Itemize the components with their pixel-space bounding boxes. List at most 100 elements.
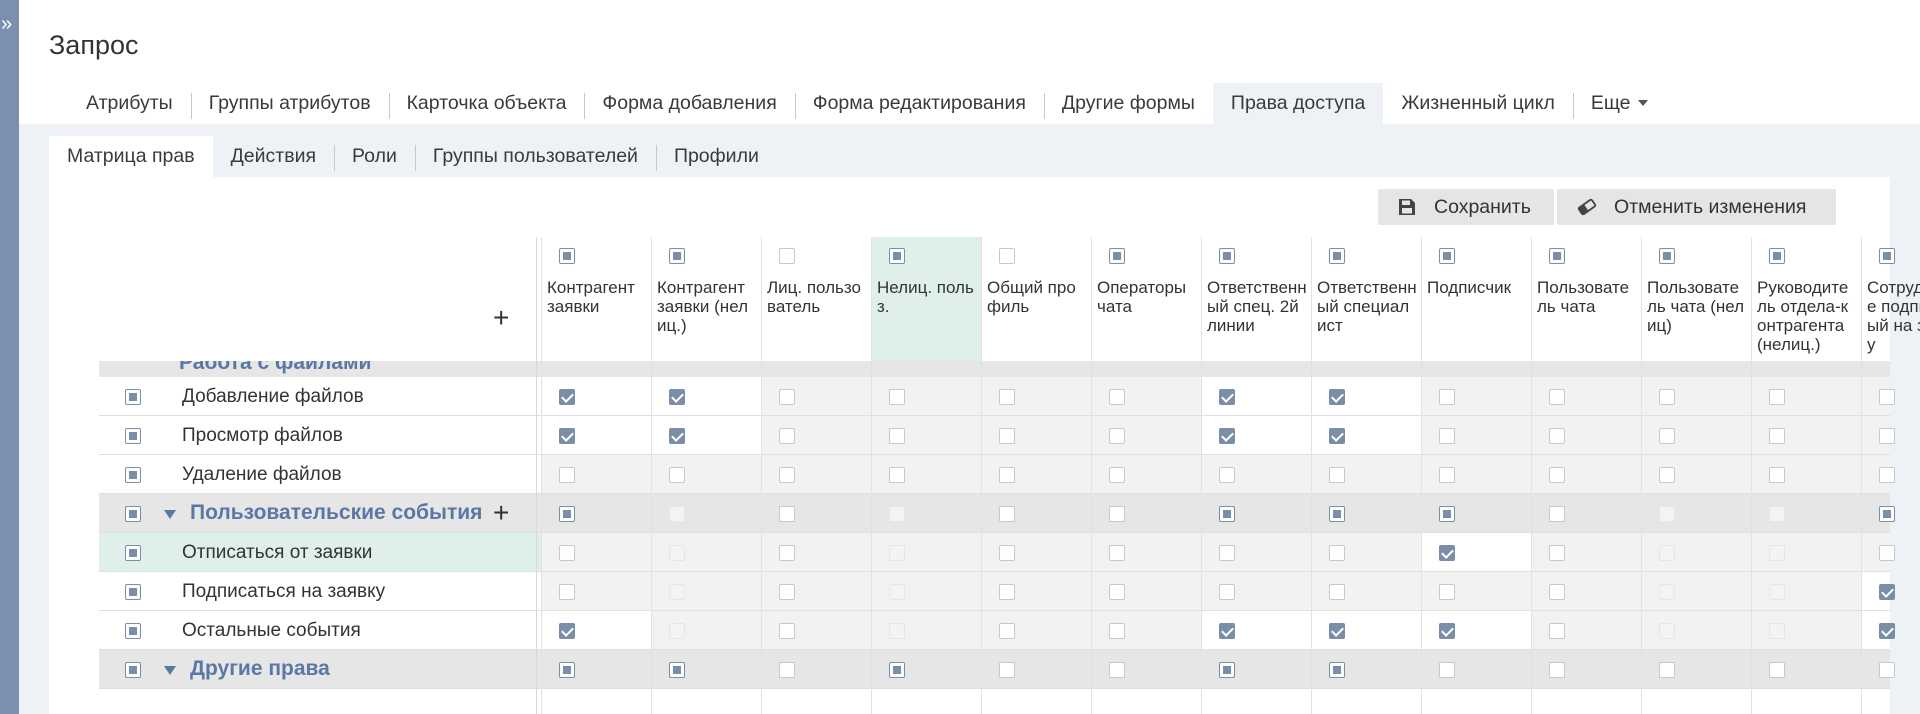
cell-checkbox[interactable] xyxy=(779,389,795,405)
cell-checkbox[interactable] xyxy=(1219,467,1235,483)
cell-checkbox[interactable] xyxy=(1329,545,1345,561)
cell-checkbox[interactable] xyxy=(999,584,1015,600)
cell-checkbox[interactable] xyxy=(779,506,795,522)
tab-main-6[interactable]: Права доступа xyxy=(1212,83,1384,124)
cell-checkbox[interactable] xyxy=(1549,662,1565,678)
cell-checkbox[interactable] xyxy=(889,389,905,405)
tab-sub-3[interactable]: Группы пользователей xyxy=(414,136,656,177)
cell-checkbox[interactable] xyxy=(1109,467,1125,483)
cancel-changes-button[interactable]: Отменить изменения xyxy=(1557,189,1836,225)
cell-checkbox[interactable] xyxy=(1219,506,1235,522)
column-checkbox[interactable] xyxy=(1659,248,1675,264)
triangle-down-icon[interactable] xyxy=(164,510,176,519)
cell-checkbox[interactable] xyxy=(559,389,575,405)
cell-checkbox[interactable] xyxy=(1659,389,1675,405)
cell-checkbox[interactable] xyxy=(779,623,795,639)
cell-checkbox[interactable] xyxy=(1879,623,1895,639)
column-checkbox[interactable] xyxy=(999,248,1015,264)
cell-checkbox[interactable] xyxy=(559,623,575,639)
cell-checkbox[interactable] xyxy=(1329,623,1345,639)
cell-checkbox[interactable] xyxy=(1219,584,1235,600)
column-checkbox[interactable] xyxy=(1109,248,1125,264)
cell-checkbox[interactable] xyxy=(1769,467,1785,483)
cell-checkbox[interactable] xyxy=(1109,584,1125,600)
save-button[interactable]: Сохранить xyxy=(1378,189,1554,225)
add-row-icon[interactable]: + xyxy=(493,497,510,528)
group-checkbox[interactable] xyxy=(125,506,141,522)
cell-checkbox[interactable] xyxy=(669,428,685,444)
row-checkbox[interactable] xyxy=(125,584,141,600)
column-checkbox[interactable] xyxy=(1219,248,1235,264)
column-checkbox[interactable] xyxy=(1439,248,1455,264)
cell-checkbox[interactable] xyxy=(1879,428,1895,444)
add-column-icon[interactable]: + xyxy=(493,302,510,333)
cell-checkbox[interactable] xyxy=(1439,389,1455,405)
tab-main-5[interactable]: Другие формы xyxy=(1043,83,1213,124)
cell-checkbox[interactable] xyxy=(1329,506,1345,522)
cell-checkbox[interactable] xyxy=(1329,584,1345,600)
row-checkbox[interactable] xyxy=(125,389,141,405)
cell-checkbox[interactable] xyxy=(1879,545,1895,561)
cell-checkbox[interactable] xyxy=(1109,389,1125,405)
cell-checkbox[interactable] xyxy=(999,506,1015,522)
cell-checkbox[interactable] xyxy=(559,662,575,678)
cell-checkbox[interactable] xyxy=(779,545,795,561)
triangle-down-icon[interactable] xyxy=(164,666,176,675)
cell-checkbox[interactable] xyxy=(1549,467,1565,483)
cell-checkbox[interactable] xyxy=(1439,584,1455,600)
tab-sub-1[interactable]: Действия xyxy=(213,136,334,177)
cell-checkbox[interactable] xyxy=(1549,389,1565,405)
column-checkbox[interactable] xyxy=(1879,248,1895,264)
tab-main-4[interactable]: Форма редактирования xyxy=(794,83,1044,124)
cell-checkbox[interactable] xyxy=(669,662,685,678)
group-checkbox[interactable] xyxy=(125,662,141,678)
cell-checkbox[interactable] xyxy=(559,467,575,483)
cell-checkbox[interactable] xyxy=(1219,389,1235,405)
cell-checkbox[interactable] xyxy=(779,584,795,600)
cell-checkbox[interactable] xyxy=(1439,545,1455,561)
tab-main-8[interactable]: Еще xyxy=(1572,83,1666,124)
cell-checkbox[interactable] xyxy=(1109,662,1125,678)
cell-checkbox[interactable] xyxy=(1879,506,1895,522)
double-chevron-right-icon[interactable]: » xyxy=(1,13,13,35)
cell-checkbox[interactable] xyxy=(1439,623,1455,639)
tab-sub-0[interactable]: Матрица прав xyxy=(49,136,213,177)
cell-checkbox[interactable] xyxy=(1549,428,1565,444)
cell-checkbox[interactable] xyxy=(559,584,575,600)
cell-checkbox[interactable] xyxy=(1329,467,1345,483)
cell-checkbox[interactable] xyxy=(1439,662,1455,678)
column-checkbox[interactable] xyxy=(559,248,575,264)
cell-checkbox[interactable] xyxy=(1219,662,1235,678)
cell-checkbox[interactable] xyxy=(1219,428,1235,444)
column-checkbox[interactable] xyxy=(1329,248,1345,264)
cell-checkbox[interactable] xyxy=(559,506,575,522)
tab-main-0[interactable]: Атрибуты xyxy=(68,83,191,124)
cell-checkbox[interactable] xyxy=(1549,584,1565,600)
cell-checkbox[interactable] xyxy=(559,428,575,444)
tab-main-1[interactable]: Группы атрибутов xyxy=(190,83,389,124)
cell-checkbox[interactable] xyxy=(1659,662,1675,678)
cell-checkbox[interactable] xyxy=(1879,389,1895,405)
cell-checkbox[interactable] xyxy=(999,545,1015,561)
cell-checkbox[interactable] xyxy=(1549,545,1565,561)
cell-checkbox[interactable] xyxy=(1109,428,1125,444)
cell-checkbox[interactable] xyxy=(1219,545,1235,561)
cell-checkbox[interactable] xyxy=(999,623,1015,639)
column-checkbox[interactable] xyxy=(779,248,795,264)
cell-checkbox[interactable] xyxy=(1329,428,1345,444)
column-checkbox[interactable] xyxy=(1549,248,1565,264)
cell-checkbox[interactable] xyxy=(1439,506,1455,522)
tab-main-7[interactable]: Жизненный цикл xyxy=(1383,83,1573,124)
column-checkbox[interactable] xyxy=(669,248,685,264)
cell-checkbox[interactable] xyxy=(1109,545,1125,561)
row-checkbox[interactable] xyxy=(125,467,141,483)
row-checkbox[interactable] xyxy=(125,623,141,639)
column-checkbox[interactable] xyxy=(1769,248,1785,264)
cell-checkbox[interactable] xyxy=(1659,428,1675,444)
cell-checkbox[interactable] xyxy=(1659,467,1675,483)
cell-checkbox[interactable] xyxy=(889,662,905,678)
cell-checkbox[interactable] xyxy=(1769,428,1785,444)
column-checkbox[interactable] xyxy=(889,248,905,264)
cell-checkbox[interactable] xyxy=(999,428,1015,444)
cell-checkbox[interactable] xyxy=(1329,662,1345,678)
